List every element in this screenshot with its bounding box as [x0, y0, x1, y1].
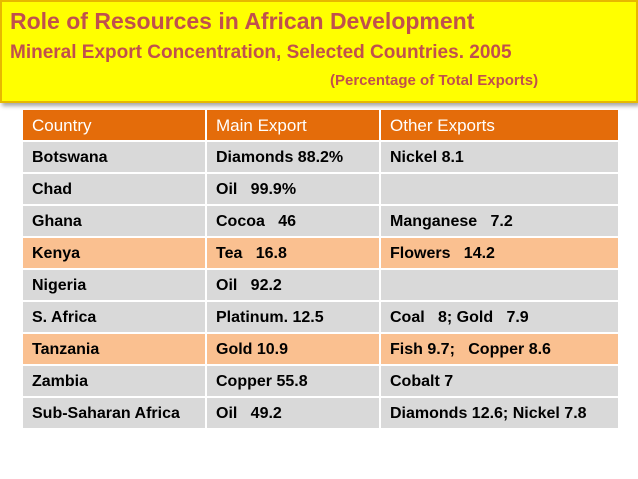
cell-country: Sub-Saharan Africa	[21, 397, 207, 430]
cell-country: Nigeria	[21, 269, 207, 302]
cell-other-exports: Cobalt 7	[379, 365, 618, 398]
slide-subtitle: Mineral Export Concentration, Selected C…	[10, 42, 512, 63]
table-row: Zambia Copper 55.8 Cobalt 7	[21, 365, 618, 398]
cell-main-export: Copper 55.8	[205, 365, 381, 398]
cell-main-export: Oil 92.2	[205, 269, 381, 302]
cell-country: Ghana	[21, 205, 207, 238]
cell-other-exports: Fish 9.7; Copper 8.6	[379, 333, 618, 366]
cell-country: S. Africa	[21, 301, 207, 334]
cell-other-exports: Coal 8; Gold 7.9	[379, 301, 618, 334]
cell-country: Chad	[21, 173, 207, 206]
cell-other-exports: Manganese 7.2	[379, 205, 618, 238]
cell-main-export: Diamonds 88.2%	[205, 141, 381, 174]
cell-main-export: Oil 49.2	[205, 397, 381, 430]
table-row: Ghana Cocoa 46 Manganese 7.2	[21, 205, 618, 238]
cell-country: Kenya	[21, 237, 207, 270]
export-table: Country Main Export Other Exports Botswa…	[21, 110, 618, 430]
cell-other-exports	[379, 269, 618, 302]
table-header-row: Country Main Export Other Exports	[21, 110, 618, 142]
cell-other-exports: Nickel 8.1	[379, 141, 618, 174]
cell-main-export: Gold 10.9	[205, 333, 381, 366]
slide-unit-note: (Percentage of Total Exports)	[330, 72, 539, 89]
cell-main-export: Oil 99.9%	[205, 173, 381, 206]
cell-country: Botswana	[21, 141, 207, 174]
header-country: Country	[21, 110, 207, 142]
table-row: Tanzania Gold 10.9 Fish 9.7; Copper 8.6	[21, 333, 618, 366]
cell-other-exports	[379, 173, 618, 206]
cell-main-export: Tea 16.8	[205, 237, 381, 270]
cell-main-export: Cocoa 46	[205, 205, 381, 238]
header-main-export: Main Export	[205, 110, 381, 142]
table-row: S. Africa Platinum. 12.5 Coal 8; Gold 7.…	[21, 301, 618, 334]
cell-main-export: Platinum. 12.5	[205, 301, 381, 334]
table-row: Kenya Tea 16.8 Flowers 14.2	[21, 237, 618, 270]
cell-other-exports: Flowers 14.2	[379, 237, 618, 270]
cell-country: Zambia	[21, 365, 207, 398]
header-other-exports: Other Exports	[379, 110, 618, 142]
table-row: Nigeria Oil 92.2	[21, 269, 618, 302]
cell-country: Tanzania	[21, 333, 207, 366]
cell-other-exports: Diamonds 12.6; Nickel 7.8	[379, 397, 618, 430]
table-row: Botswana Diamonds 88.2% Nickel 8.1	[21, 141, 618, 174]
table-row: Chad Oil 99.9%	[21, 173, 618, 206]
table-row: Sub-Saharan Africa Oil 49.2 Diamonds 12.…	[21, 397, 618, 430]
title-banner: Role of Resources in African Development…	[0, 0, 638, 103]
slide-title: Role of Resources in African Development	[10, 8, 475, 34]
export-table-container: Country Main Export Other Exports Botswa…	[21, 110, 618, 479]
